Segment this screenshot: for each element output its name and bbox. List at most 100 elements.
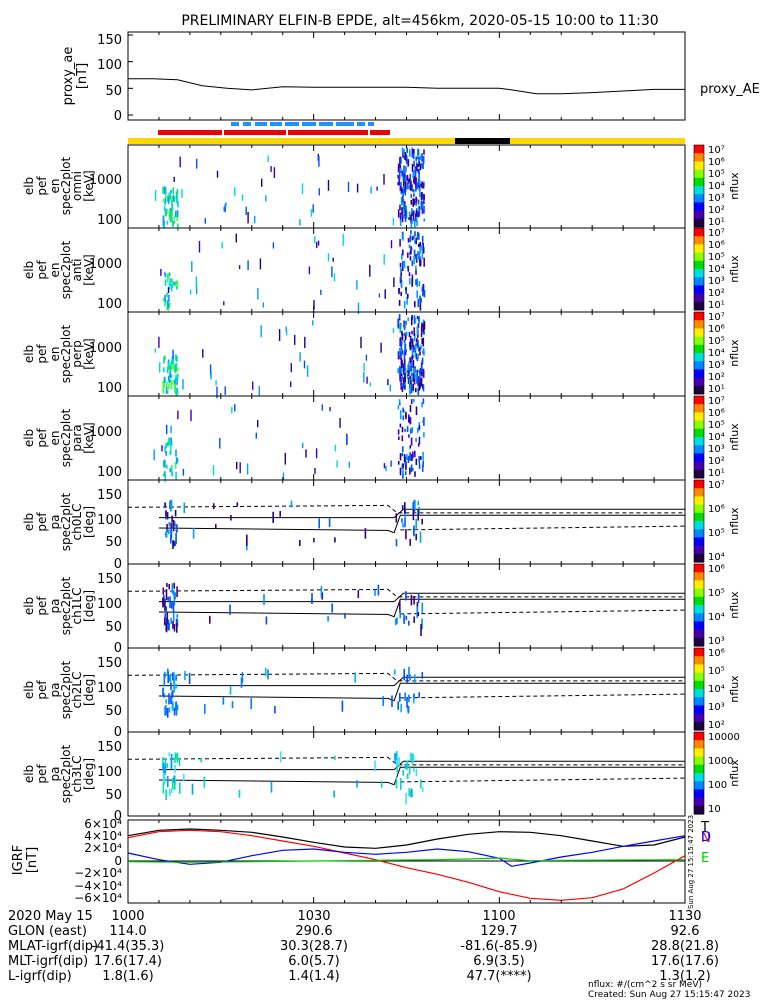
spec-panel-perp: 1000 100 elb pef en spec2plot perp [keV]: [22, 311, 686, 399]
flux-pixel: [234, 187, 236, 197]
colorbar-segment: [694, 725, 704, 729]
svg-text:spec2plot: spec2plot: [59, 492, 73, 551]
svg-text:pef: pef: [35, 680, 49, 700]
colorbar-segment: [694, 494, 704, 497]
pa-ch2-ytick-50: 50: [105, 704, 122, 719]
flux-pixel: [172, 358, 174, 365]
colorbar-segment: [694, 527, 704, 530]
flux-pixel: [397, 167, 400, 173]
colorbar-segment: [694, 346, 704, 350]
pa-panel-ch0: 150 100 50 0 elb pef pa spec2plot ch0LC …: [22, 479, 686, 572]
colorbar-segment: [694, 212, 704, 216]
flux-pixel: [414, 231, 416, 237]
flux-pixel: [171, 583, 174, 594]
flux-pixel: [166, 195, 169, 202]
svg-text:1100: 1100: [482, 909, 515, 924]
pa-ch2-data: [127, 667, 686, 718]
colorbar-segment: [694, 596, 704, 600]
colorbar-segment: [694, 506, 704, 510]
colorbar-segment: [694, 578, 704, 581]
colorbar-segment: [694, 586, 704, 590]
flux-pixel: [396, 755, 399, 761]
colorbar-segment: [694, 463, 704, 467]
colorbar-tick-label: 10⁴: [708, 181, 725, 192]
flux-pixel: [223, 206, 225, 212]
flux-pixel: [402, 523, 404, 528]
flux-pixel: [171, 204, 174, 211]
flux-pixel: [404, 374, 406, 381]
flux-pixel: [409, 357, 411, 364]
flux-pixel: [404, 364, 406, 371]
colorbar-segment: [694, 330, 704, 333]
flux-pixel: [380, 781, 383, 788]
flux-pixel: [413, 693, 415, 704]
flux-pixel: [408, 788, 410, 797]
colorbar-segment: [694, 258, 704, 262]
flux-pixel: [170, 441, 173, 446]
flux-pixel: [421, 787, 424, 792]
colorbar-segment: [694, 787, 704, 790]
colorbar-segment: [694, 369, 704, 372]
flux-pixel: [410, 464, 413, 473]
flux-pixel: [204, 704, 206, 714]
flux-pixel: [174, 363, 177, 371]
svg-text:para: para: [70, 424, 84, 451]
flux-pixel: [176, 286, 178, 290]
colorbar-segment: [694, 459, 704, 463]
flux-pixel: [408, 361, 410, 370]
colorbar-segment: [694, 728, 704, 731]
flux-pixel: [303, 360, 306, 369]
flux-pixel: [420, 624, 422, 636]
flux-pixel: [312, 204, 314, 213]
flux-pixel: [406, 697, 408, 708]
flux-pixel: [165, 789, 167, 800]
colorbar-segment: [694, 461, 704, 465]
flux-pixel: [417, 298, 420, 308]
colorbar-tick-label: 10³: [708, 636, 725, 647]
pa-ch3-ytick-0: 0: [114, 809, 122, 824]
flux-pixel: [421, 602, 424, 613]
colorbar-segment: [694, 260, 704, 264]
flux-pixel: [408, 366, 411, 375]
flux-pixel: [395, 513, 398, 523]
colorbar-tick-label: 10⁵: [708, 169, 725, 180]
flux-pixel: [397, 368, 399, 374]
colorbar-segment: [694, 705, 704, 708]
flux-pixel: [417, 339, 419, 349]
flux-pixel: [423, 257, 425, 267]
colorbar-segment: [694, 153, 704, 156]
flux-pixel: [417, 199, 420, 205]
svg-text:en: en: [48, 179, 62, 194]
colorbar-segment: [694, 592, 704, 596]
colorbar-segment: [694, 359, 704, 362]
colorbar-segment: [694, 680, 704, 684]
flux-pixel: [413, 193, 415, 197]
svg-text:[keV]: [keV]: [82, 254, 96, 285]
flux-pixel: [404, 152, 407, 160]
flux-pixel: [164, 188, 167, 194]
spec-omni-ytick-100: 100: [97, 213, 122, 228]
flux-pixel: [411, 372, 413, 377]
colorbar-segment: [694, 332, 704, 336]
flux-pixel: [162, 782, 165, 794]
flux-pixel: [422, 324, 425, 333]
flux-pixel: [245, 206, 247, 216]
flux-pixel: [404, 333, 407, 341]
flux-pixel: [419, 256, 421, 263]
colorbar-segment: [694, 547, 704, 551]
flux-pixel: [165, 210, 167, 217]
svg-text:114.0: 114.0: [109, 924, 146, 939]
flux-pixel: [403, 172, 406, 179]
loss-cone-line: [158, 766, 685, 786]
flux-pixel: [410, 214, 412, 222]
colorbar-segment: [694, 455, 704, 458]
colorbar-segment: [694, 619, 704, 622]
flux-pixel: [419, 262, 421, 267]
flux-pixel: [405, 210, 408, 218]
anti-loss-cone-line: [400, 525, 686, 531]
colorbar: 10000 1000 100 10 nflux: [693, 731, 741, 815]
flux-pixel: [422, 163, 424, 169]
flux-pixel: [168, 272, 171, 277]
flux-pixel: [341, 700, 344, 712]
svg-text:pef: pef: [35, 176, 49, 196]
